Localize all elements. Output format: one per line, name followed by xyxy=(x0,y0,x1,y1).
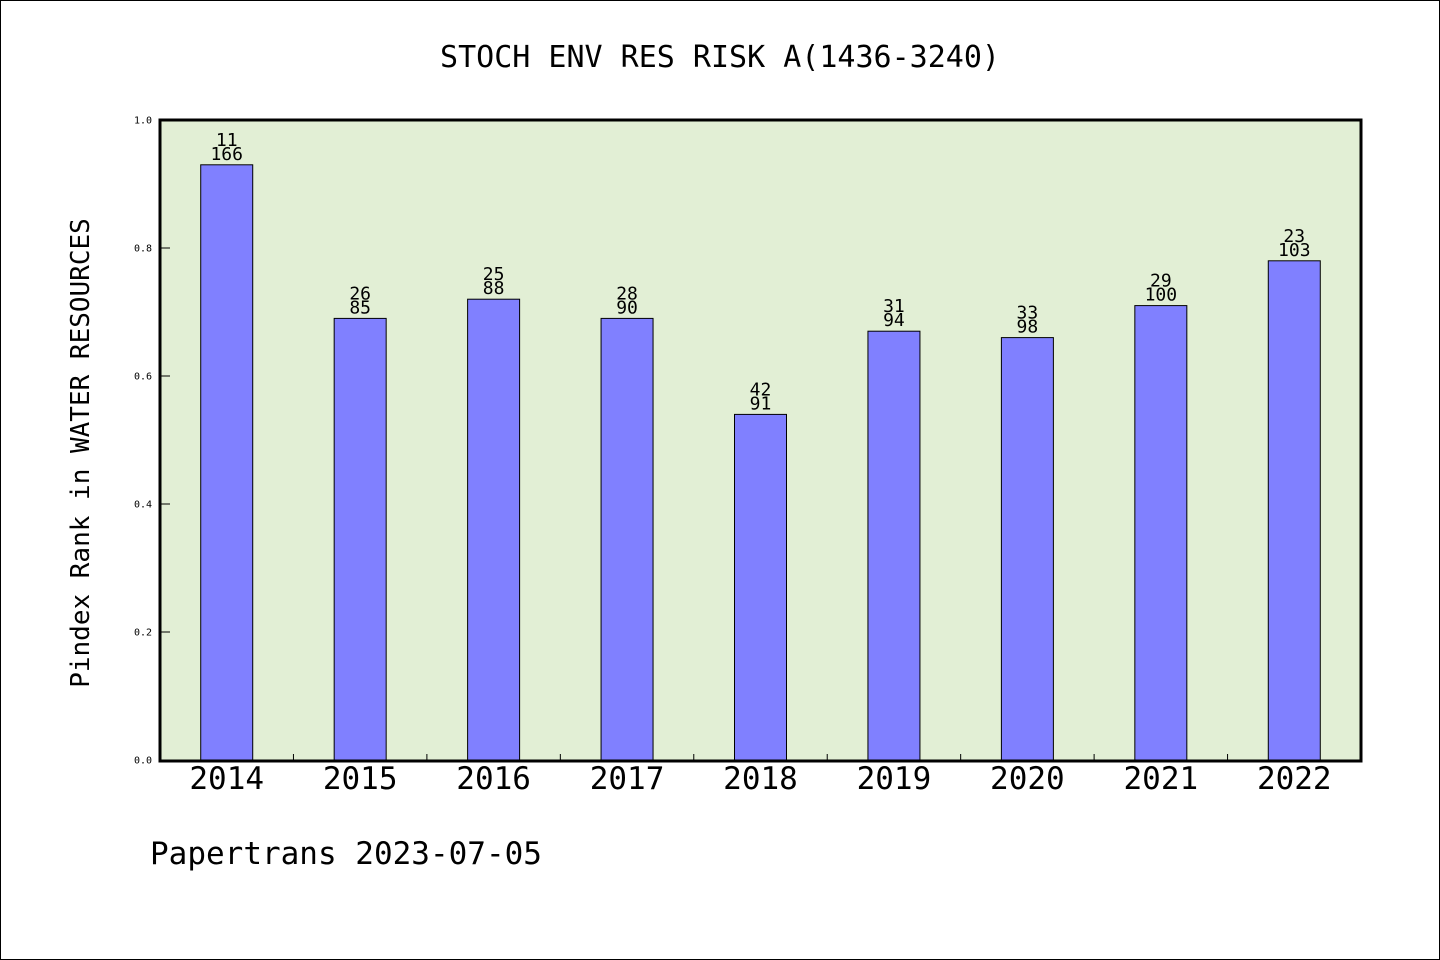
bar-label-bottom: 88 xyxy=(483,278,505,299)
x-axis-ticks: 2014 2015 2016 2017 2018 2019 2020 2021 2022 xyxy=(189,754,1332,797)
bar-2018 xyxy=(734,413,787,761)
footer-text: Papertrans 2023-07-05 xyxy=(150,836,542,872)
y-axis-title: Pindex Rank in WATER RESOURCES xyxy=(66,218,96,688)
bar-2016 xyxy=(467,298,521,761)
bar-label-top: 42 xyxy=(750,379,772,400)
bar-2014 xyxy=(200,164,254,761)
bar-2020 xyxy=(1000,337,1054,761)
bar-label-top: 26 xyxy=(349,283,371,304)
x-tick-label: 2015 xyxy=(323,761,398,797)
y-axis-ticks: 0.0 0.2 0.4 0.6 0.8 1.0 xyxy=(134,116,170,767)
bar-2021 xyxy=(1134,305,1188,761)
bar-label-bottom: 85 xyxy=(349,297,371,318)
bar-label-top: 29 xyxy=(1150,271,1172,292)
x-tick-label: 2020 xyxy=(990,761,1065,797)
bar-label-top: 28 xyxy=(616,283,638,304)
bar-label-bottom: 100 xyxy=(1145,285,1178,306)
x-tick-label: 2016 xyxy=(456,761,531,797)
bar-2022 xyxy=(1267,260,1321,761)
bar-2019 xyxy=(867,330,921,761)
bar-2017 xyxy=(600,317,654,761)
x-tick-label: 2021 xyxy=(1124,761,1199,797)
x-tick-label: 2022 xyxy=(1257,761,1332,797)
bar-label-top: 31 xyxy=(883,296,905,317)
bar-label-bottom: 166 xyxy=(210,144,243,165)
bar-2015 xyxy=(333,317,387,761)
y-tick-label: 0.0 xyxy=(134,756,152,767)
x-tick-label: 2014 xyxy=(189,761,264,797)
bar-label-bottom: 94 xyxy=(883,310,905,331)
y-tick-label: 0.6 xyxy=(134,372,152,383)
bar-label-top: 11 xyxy=(216,130,238,151)
bars xyxy=(200,164,1321,761)
bar-label-bottom: 98 xyxy=(1017,317,1039,338)
x-tick-label: 2017 xyxy=(590,761,665,797)
bar-label-top: 33 xyxy=(1017,303,1039,324)
chart-title: STOCH ENV RES RISK A(1436-3240) xyxy=(440,40,1000,75)
y-tick-label: 0.8 xyxy=(134,244,152,255)
y-tick-label: 1.0 xyxy=(134,116,152,127)
plot-border xyxy=(158,118,1363,763)
bar-label-top: 25 xyxy=(483,264,505,285)
x-tick-label: 2018 xyxy=(723,761,798,797)
bar-label-bottom: 91 xyxy=(750,393,772,414)
bar-label-bottom: 90 xyxy=(616,297,638,318)
bar-label-top: 23 xyxy=(1283,226,1305,247)
y-tick-label: 0.2 xyxy=(134,628,152,639)
bar-label-bottom: 103 xyxy=(1278,240,1311,261)
x-tick-label: 2019 xyxy=(857,761,932,797)
y-tick-label: 0.4 xyxy=(134,500,152,511)
